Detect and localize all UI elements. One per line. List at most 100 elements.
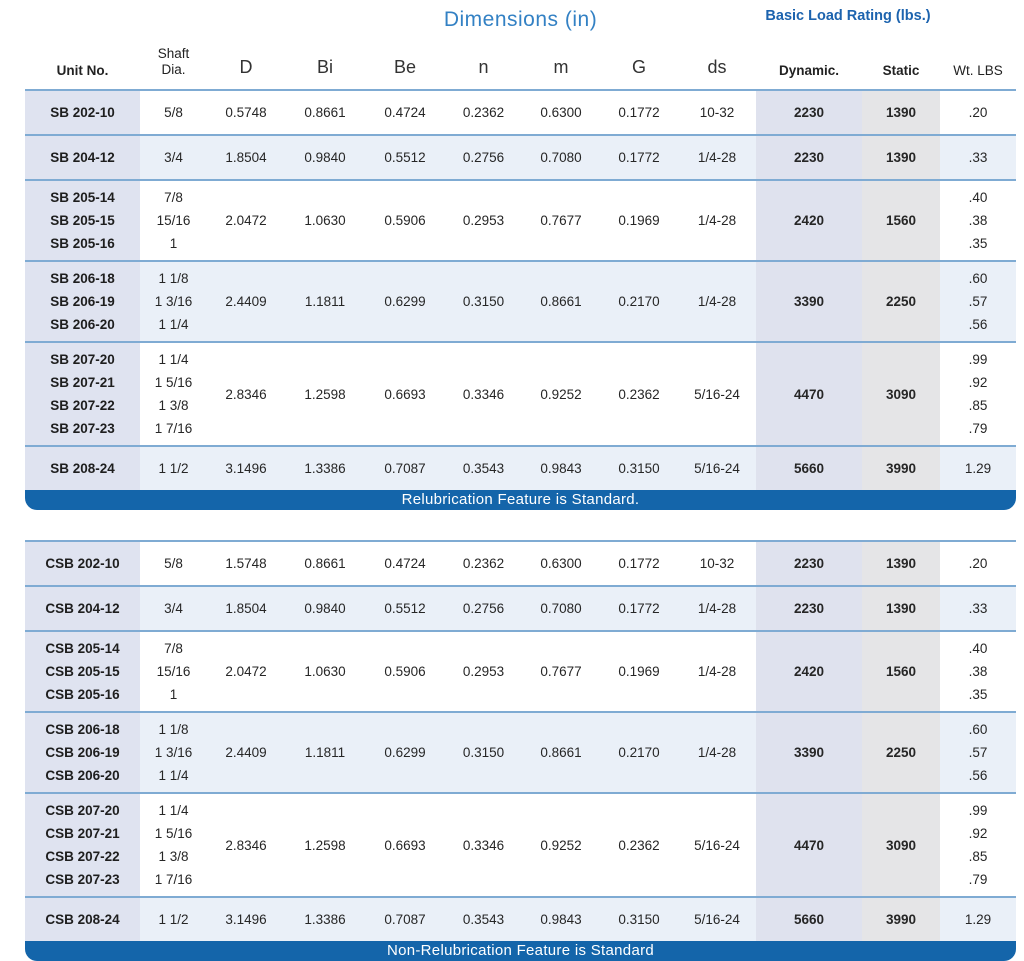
dim-m-cell: 0.8661: [540, 745, 582, 760]
shaft-dia-cell: 3/4: [164, 150, 183, 165]
table-row: CSB 205-14 CSB 205-15 CSB 205-16 7/8 15/16 1 2…: [25, 630, 1016, 711]
dim-be-cell: 0.5512: [384, 150, 426, 165]
dim-ds-cell: 1/4-28: [697, 213, 737, 228]
dim-bi-cell: 0.8661: [304, 556, 346, 571]
column-header-Bi: Bi: [316, 57, 333, 77]
dim-ds-cell: 5/16-24: [694, 912, 740, 927]
dim-bi-cell: 1.1811: [304, 745, 346, 760]
weight-cell: 1.29: [964, 461, 992, 476]
dim-bi-cell: 1.2598: [304, 386, 346, 402]
catalog-page: Dimensions (in) Basic Load Rating (lbs.)…: [25, 0, 1016, 961]
dim-n-cell: 0.3346: [462, 386, 505, 402]
dynamic-rating-cell: 2420: [756, 181, 862, 260]
weight-cell: .20: [968, 556, 988, 571]
dim-d-cell: 2.4409: [225, 745, 267, 760]
dim-n-cell: 0.3150: [462, 294, 505, 309]
dynamic-rating-cell: 2230: [756, 91, 862, 134]
unit-no-cell: CSB 202-10: [25, 542, 140, 585]
shaft-dia-cell: 7/8 15/16 1: [156, 641, 191, 702]
dim-d-cell: 2.8346: [225, 386, 267, 402]
dim-bi-cell: 1.1811: [304, 294, 346, 309]
weight-cell: .60.57.56: [968, 271, 988, 332]
table-row: CSB 207-20 CSB 207-21 CSB 207-22 CSB 207-23…: [25, 792, 1016, 896]
dim-be-cell: 0.5906: [384, 664, 426, 679]
dim-be-cell: 0.5512: [384, 601, 426, 616]
weight-cell: .40.38.35: [968, 641, 988, 702]
dim-bi-cell: 1.0630: [304, 213, 346, 228]
dim-d-cell: 2.4409: [225, 294, 267, 309]
dim-ds-cell: 1/4-28: [697, 664, 737, 679]
dynamic-rating-cell: 3390: [756, 713, 862, 792]
table-row: SB 207-20 SB 207-21 SB 207-22 SB 207-23 1 1/…: [25, 341, 1016, 445]
dim-d-cell: 1.8504: [225, 150, 267, 165]
static-rating-cell: 3090: [862, 343, 940, 445]
static-rating-cell: 1390: [862, 91, 940, 134]
dim-g-cell: 0.1772: [618, 150, 660, 165]
csb-table-footer-banner: Non-Relubrication Feature is Standard: [25, 941, 1016, 961]
dim-m-cell: 0.7080: [540, 150, 582, 165]
dim-m-cell: 0.6300: [540, 105, 582, 120]
dynamic-rating-cell: 4470: [756, 794, 862, 896]
shaft-dia-cell: 7/8 15/16 1: [156, 190, 191, 251]
table-row: SB 208-24 1 1/2 3.1496 1.3386 0.7087 0.3543 0.…: [25, 445, 1016, 490]
dynamic-rating-cell: 5660: [756, 898, 862, 941]
dim-m-cell: 0.9252: [540, 386, 582, 402]
dim-n-cell: 0.2953: [462, 213, 505, 228]
column-header-unit-no: Unit No.: [56, 63, 109, 78]
table-row: CSB 206-18 CSB 206-19 CSB 206-20 1 1/8 1 3/1…: [25, 711, 1016, 792]
unit-no-cell: CSB 206-18 CSB 206-19 CSB 206-20: [25, 713, 140, 792]
weight-cell: .33: [968, 601, 988, 616]
dim-be-cell: 0.6693: [384, 837, 426, 853]
dim-n-cell: 0.3543: [462, 461, 505, 476]
dim-ds-cell: 1/4-28: [697, 601, 737, 616]
shaft-dia-cell: 5/8: [164, 556, 183, 571]
dim-ds-cell: 5/16-24: [694, 461, 740, 476]
weight-cell: .99.92.85.79: [968, 352, 988, 436]
dim-bi-cell: 1.3386: [304, 912, 346, 927]
weight-cell: .40.38.35: [968, 190, 988, 251]
column-header-D: D: [239, 57, 253, 77]
table-row: CSB 202-10 5/8 1.5748 0.8661 0.4724 0.2362 0.6…: [25, 540, 1016, 585]
table-row: SB 204-12 3/4 1.8504 0.9840 0.5512 0.2756 0.70…: [25, 134, 1016, 179]
dim-ds-cell: 5/16-24: [694, 386, 740, 402]
sb-table-footer-banner: Relubrication Feature is Standard.: [25, 490, 1016, 510]
dim-ds-cell: 10-32: [699, 556, 735, 571]
static-rating-cell: 1560: [862, 632, 940, 711]
static-rating-cell: 3990: [862, 447, 940, 490]
dynamic-rating-cell: 2230: [756, 587, 862, 630]
dim-be-cell: 0.6299: [384, 745, 426, 760]
dim-be-cell: 0.4724: [384, 556, 426, 571]
dim-d-cell: 3.1496: [225, 461, 267, 476]
shaft-dia-cell: 5/8: [164, 105, 183, 120]
dim-ds-cell: 10-32: [699, 105, 735, 120]
load-rating-title: Basic Load Rating (lbs.): [765, 8, 931, 24]
column-header-n: n: [478, 57, 489, 77]
dim-n-cell: 0.2953: [462, 664, 505, 679]
dim-g-cell: 0.1969: [618, 213, 660, 228]
column-header-G: G: [631, 57, 646, 77]
dim-g-cell: 0.1772: [618, 105, 660, 120]
dim-d-cell: 2.8346: [225, 837, 267, 853]
dynamic-rating-cell: 2420: [756, 632, 862, 711]
dimensions-title: Dimensions (in): [443, 8, 598, 31]
dim-g-cell: 0.2362: [618, 386, 660, 402]
column-header-Be: Be: [393, 57, 417, 77]
dim-g-cell: 0.1772: [618, 556, 660, 571]
dim-be-cell: 0.7087: [384, 461, 426, 476]
shaft-dia-cell: 1 1/8 1 3/16 1 1/4: [154, 271, 193, 332]
dim-m-cell: 0.8661: [540, 294, 582, 309]
dynamic-rating-cell: 5660: [756, 447, 862, 490]
dim-be-cell: 0.6693: [384, 386, 426, 402]
dim-n-cell: 0.3346: [462, 837, 505, 853]
column-header-shaft-dia: Shaft Dia.: [157, 46, 190, 77]
table-row: CSB 204-12 3/4 1.8504 0.9840 0.5512 0.2756 0.7…: [25, 585, 1016, 630]
table-row: SB 206-18 SB 206-19 SB 206-20 1 1/8 1 3/16 1 …: [25, 260, 1016, 341]
dim-m-cell: 0.9252: [540, 837, 582, 853]
dim-d-cell: 1.5748: [225, 556, 267, 571]
dim-ds-cell: 1/4-28: [697, 745, 737, 760]
dim-n-cell: 0.2362: [462, 105, 505, 120]
static-rating-cell: 2250: [862, 713, 940, 792]
unit-no-cell: SB 202-10: [25, 91, 140, 134]
static-rating-cell: 3090: [862, 794, 940, 896]
dim-be-cell: 0.7087: [384, 912, 426, 927]
